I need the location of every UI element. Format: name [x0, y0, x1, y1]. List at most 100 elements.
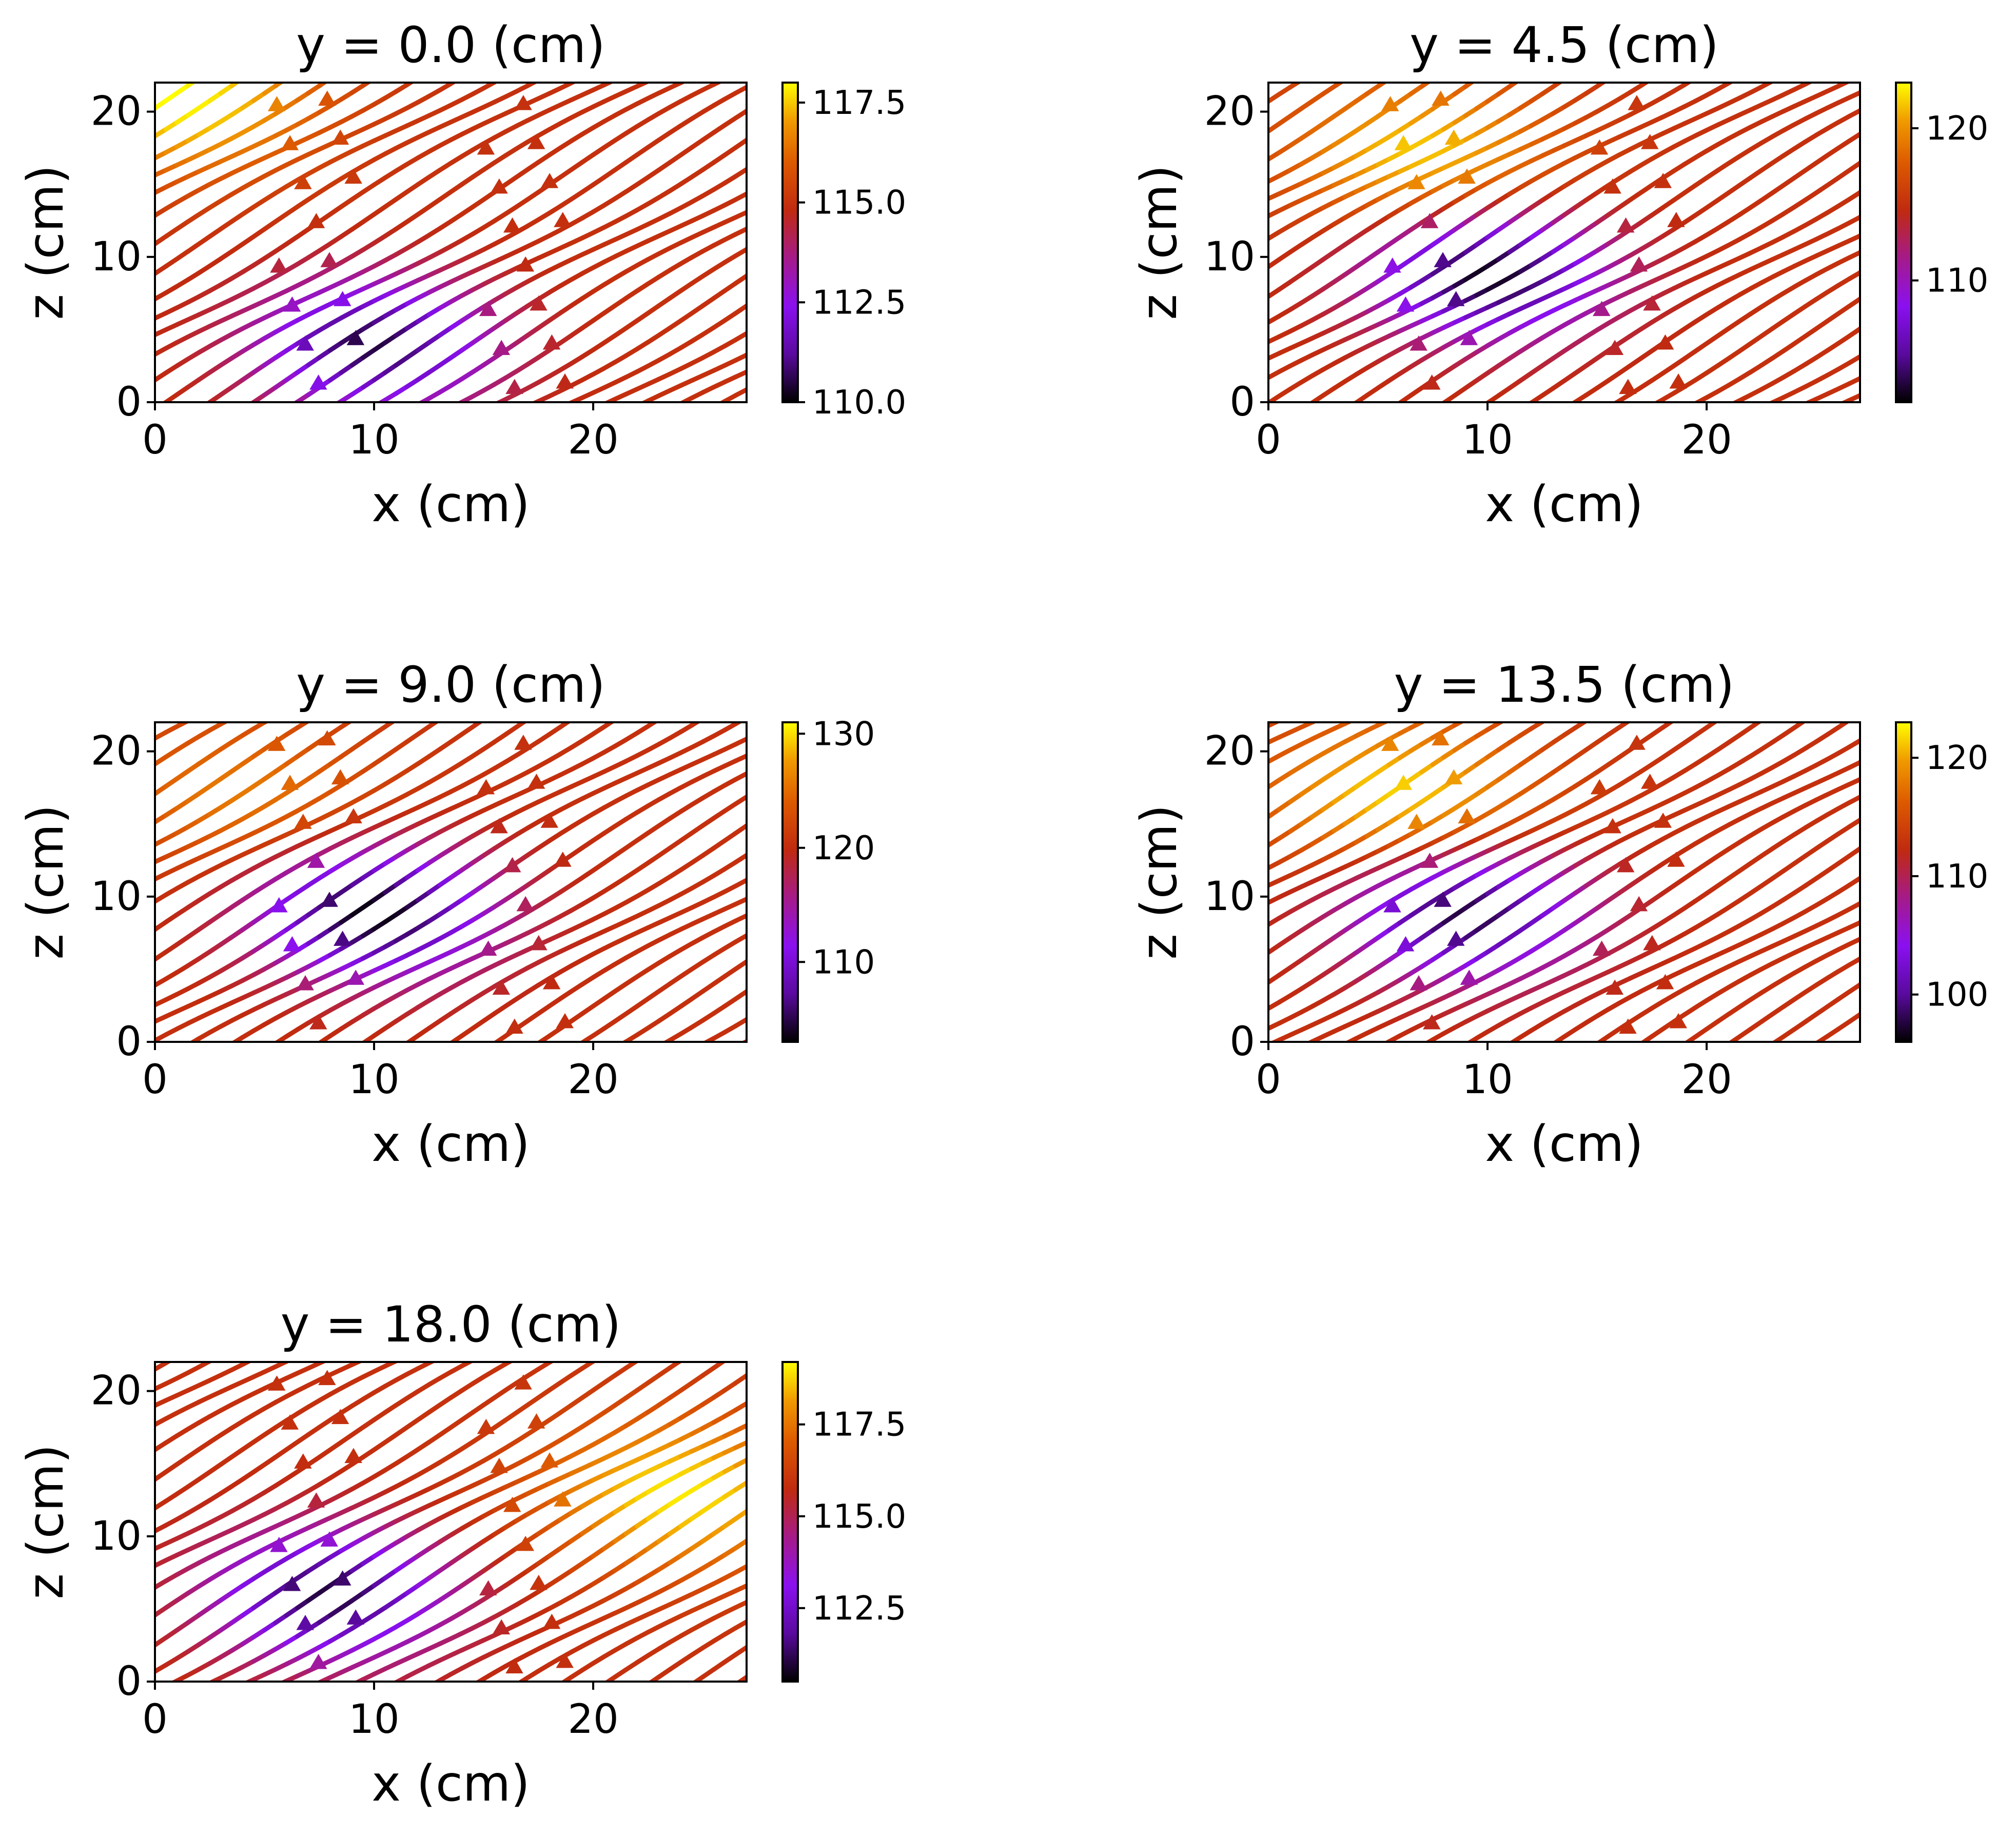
streamline-segment — [155, 315, 158, 321]
streamline-segment — [1246, 347, 1257, 352]
streamline-segment — [757, 1433, 768, 1438]
streamline-segment — [1857, 160, 1860, 166]
flow-arrow — [540, 813, 559, 828]
panel-title: y = 9.0 (cm) — [296, 656, 605, 714]
streamline-segment — [757, 1526, 768, 1533]
flow-arrow — [318, 90, 336, 106]
streamline-segment — [1848, 722, 1850, 723]
streamline-segment — [210, 1051, 221, 1058]
streamline-segment — [517, 1050, 527, 1057]
flow-arrow — [320, 1531, 338, 1547]
streamline-segment — [155, 1447, 158, 1453]
flow-arrow — [1444, 769, 1463, 785]
flow-arrow — [505, 1658, 523, 1674]
streamline-segment — [757, 1592, 768, 1597]
flow-arrow — [1640, 774, 1659, 789]
streamline-segment — [757, 262, 768, 269]
streamline-segment — [1444, 1052, 1455, 1059]
streamline-segment — [1856, 1040, 1860, 1042]
streamline-segment — [1597, 407, 1608, 413]
axes-frame — [154, 82, 748, 403]
flow-arrow — [1394, 775, 1413, 790]
streamline-segment — [155, 332, 158, 338]
streamline-segment — [144, 719, 155, 724]
streamline-segment — [744, 1480, 747, 1486]
streamline-segment — [1857, 1012, 1860, 1017]
x-tick-label: 0 — [142, 417, 168, 463]
streamline-segment — [1290, 1047, 1301, 1053]
streamline-segment — [155, 1422, 158, 1428]
streamline-segment — [298, 1688, 308, 1693]
streamline-segment — [1860, 407, 1871, 413]
streamline-segment — [1857, 376, 1860, 381]
streamline-segment — [155, 714, 166, 719]
flow-arrow — [1458, 168, 1476, 184]
streamline-segment — [757, 728, 768, 734]
streamline-segment — [757, 784, 768, 791]
streamline-segment — [155, 877, 158, 882]
streamline-segment — [374, 1688, 385, 1694]
flow-arrow — [270, 897, 288, 913]
streamline-segment — [505, 411, 516, 417]
streamline-segment — [626, 705, 637, 713]
streamline-segment — [155, 791, 158, 797]
flow-arrow — [1590, 139, 1609, 155]
streamline-segment — [1268, 69, 1279, 75]
streamline-segment — [659, 712, 670, 719]
streamline-segment — [1288, 83, 1302, 90]
flow-arrow — [1423, 1014, 1441, 1030]
streamline-segment — [1871, 121, 1882, 127]
colorbar-tick-label: 110 — [1926, 262, 1988, 300]
streamline-segment — [1584, 722, 1589, 723]
streamline-segment — [725, 1685, 735, 1692]
flow-arrow — [1410, 975, 1427, 991]
flow-arrow — [1444, 129, 1463, 145]
colorbar-tick-label: 130 — [812, 715, 875, 753]
streamline-segment — [744, 823, 747, 828]
streamline-segment — [615, 712, 626, 719]
streamline-segment — [1258, 706, 1268, 713]
streamline-segment — [243, 71, 253, 78]
streamline-segment — [155, 1669, 158, 1674]
streamline-segment — [634, 83, 650, 89]
streamline-segment — [582, 409, 593, 414]
streamline-segment — [186, 722, 190, 723]
streamline-segment — [155, 1367, 158, 1372]
streamline-segment — [162, 400, 168, 402]
streamline-segment — [679, 1362, 683, 1363]
streamline-segment — [155, 1019, 158, 1024]
streamline-segment — [1871, 834, 1882, 841]
streamline-segment — [505, 1685, 516, 1692]
streamline-segment — [1857, 189, 1860, 195]
flow-arrow — [1590, 779, 1609, 795]
streamline-segment — [646, 83, 651, 84]
streamline-segment — [722, 1362, 727, 1363]
streamline-segment — [1268, 843, 1271, 848]
streamline-segment — [757, 868, 768, 874]
flow-arrow — [505, 379, 523, 394]
x-axis-label: x (cm) — [371, 1755, 530, 1812]
streamline-segment — [1871, 807, 1882, 814]
streamline-segment — [1849, 413, 1860, 419]
streamline-segment — [747, 711, 757, 718]
streamline-segment — [1857, 250, 1860, 255]
streamline-segment — [681, 1050, 692, 1056]
streamline-segment — [1268, 922, 1271, 927]
colorbar-tick-label: 120 — [1926, 110, 1988, 148]
x-axis-label: x (cm) — [1485, 476, 1643, 533]
streamline-segment — [757, 1049, 768, 1054]
streamline-segment — [1246, 990, 1257, 997]
streamline-segment — [243, 707, 253, 713]
streamline-segment — [495, 1692, 505, 1699]
streamline-segment — [1246, 852, 1257, 859]
streamline-segment — [1771, 1041, 1773, 1042]
streamline-segment — [744, 1017, 747, 1022]
streamline-segment — [185, 83, 197, 88]
streamline-segment — [207, 1362, 213, 1364]
streamline-segment — [1871, 226, 1882, 231]
streamline-segment — [231, 409, 242, 417]
streamline-segment — [757, 1692, 768, 1699]
streamline-segment — [1268, 98, 1271, 104]
